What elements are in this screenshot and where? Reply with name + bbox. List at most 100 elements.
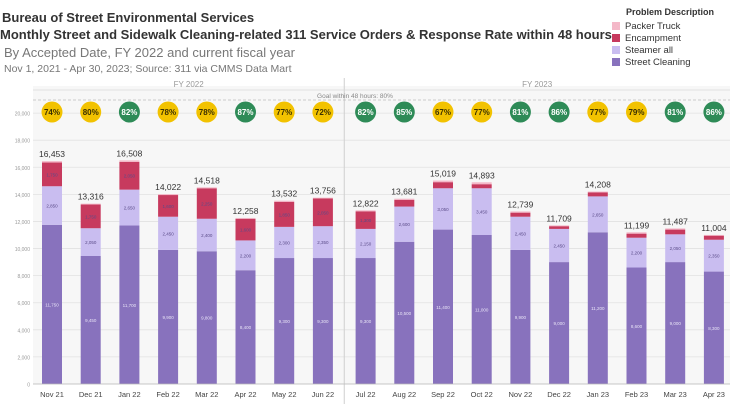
bar-segment [80,204,101,229]
response-rate-label: 72% [315,108,331,117]
segment-value-label: 2,050 [317,210,329,215]
x-tick-label: Feb 22 [156,390,179,399]
x-tick-label: Apr 23 [703,390,725,399]
response-rate-label: 86% [551,108,567,117]
bar-segment [42,162,62,187]
fiscal-year-label: FY 2023 [522,80,553,89]
bar-segment [196,251,217,384]
bar-segment [235,270,256,384]
bar-segment [355,210,376,212]
chart-source: Nov 1, 2021 - Apr 30, 2023; Source: 311 … [4,63,292,75]
y-tick-label: 6,000 [17,301,30,307]
segment-value-label: 2,850 [46,204,58,209]
chart-title: Monthly Street and Sidewalk Cleaning-rel… [0,27,612,42]
bar-total-label: 11,004 [701,223,727,233]
response-rate-label: 85% [396,108,412,117]
legend-label: Street Cleaning [625,56,691,68]
bar-segment [196,188,217,219]
bar-segment [355,228,376,259]
segment-value-label: 2,650 [124,206,136,211]
response-rate-circle [196,101,218,123]
bar-segment [587,192,608,197]
segment-value-label: 2,050 [670,246,682,251]
x-tick-label: Apr 22 [234,390,256,399]
legend-swatch [612,34,620,42]
bar-segment [312,198,333,227]
response-rate-label: 74% [44,108,60,117]
bar-segment [703,239,724,272]
bar-segment [158,195,179,217]
response-rate-circle [664,101,686,123]
segment-value-label: 3,050 [437,207,449,212]
segment-value-label: 3,450 [476,210,488,215]
legend-item-steamer[interactable]: Steamer all [612,44,730,56]
bar-segment [158,194,179,196]
bar-total-label: 13,681 [391,187,417,197]
bar-total-label: 14,022 [155,182,181,192]
bar-segment [703,234,724,236]
bar-segment [196,187,217,189]
segment-value-label: 8,300 [708,326,720,331]
segment-value-label: 1,750 [46,172,58,177]
segment-value-label: 2,200 [631,251,643,256]
legend-item-packer-truck[interactable]: Packer Truck [612,20,730,32]
segment-value-label: 9,000 [553,321,565,326]
segment-value-label: 11,700 [123,303,137,308]
x-tick-label: Jan 23 [587,390,610,399]
legend: Problem Description Packer Truck Encampm… [612,7,730,68]
y-tick-label: 2,000 [17,355,30,361]
bar-segment [626,267,647,384]
segment-value-label: 2,050 [124,174,136,179]
bar-total-label: 15,019 [430,169,456,179]
segment-value-label: 2,450 [553,243,565,248]
response-rate-circle [393,101,415,123]
legend-label: Packer Truck [625,20,681,32]
legend-label: Encampment [625,32,681,44]
segment-value-label: 9,300 [360,319,372,324]
bar-segment [394,206,415,242]
segment-value-label: 9,300 [279,319,291,324]
bar-segment [394,199,415,207]
x-tick-label: Oct 22 [471,390,493,399]
segment-value-label: 9,450 [85,318,97,323]
bar-total-label: 11,487 [663,216,689,226]
x-tick-label: Nov 22 [509,390,533,399]
y-tick-label: 14,000 [15,193,31,199]
legend-item-encampment[interactable]: Encampment [612,32,730,44]
legend-swatch [612,22,620,30]
bar-segment [235,217,256,219]
chart-subtitle: By Accepted Date, FY 2022 and current fi… [4,45,295,60]
bar-segment [549,262,570,384]
y-tick-label: 18,000 [15,139,31,145]
segment-value-label: 2,450 [515,231,527,236]
x-tick-label: Nov 21 [40,390,64,399]
bar-segment [471,182,492,185]
x-tick-label: Sep 22 [431,390,455,399]
bar-segment [394,241,415,384]
bar-segment [510,212,531,217]
segment-value-label: 10,500 [397,311,411,316]
bar-total-label: 14,893 [469,170,495,180]
bar-segment [587,196,608,233]
segment-value-label: 11,200 [591,306,605,311]
bar-segment [80,228,101,256]
legend-label: Steamer all [625,44,674,56]
response-rate-circle [509,101,531,123]
x-tick-label: Aug 22 [392,390,416,399]
bar-segment [42,186,62,225]
header-line-1: Bureau of Street Environmental Services [2,10,255,25]
response-rate-label: 77% [474,108,490,117]
bar-total-label: 11,199 [624,220,650,230]
segment-value-label: 1,750 [85,214,97,219]
bar-total-label: 14,208 [585,180,611,190]
bar-segment [235,240,256,271]
bar-segment [119,161,140,190]
response-rate-circle [41,101,63,123]
response-rate-circle [157,101,179,123]
bar-segment [80,255,101,384]
legend-item-street-cleaning[interactable]: Street Cleaning [612,56,730,68]
bar-segment [510,211,531,213]
response-rate-label: 87% [237,108,253,117]
response-rate-circle [355,101,377,123]
